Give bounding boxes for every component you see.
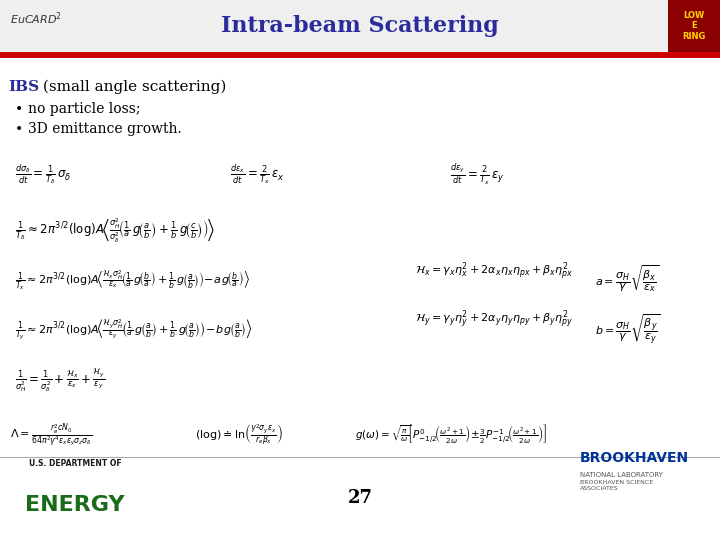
Text: $\Lambda = \frac{r_e^{2}cN_0}{64\pi^{2}\gamma^{4}\varepsilon_{x}\varepsilon_{y}\: $\Lambda = \frac{r_e^{2}cN_0}{64\pi^{2}\… (10, 422, 92, 448)
Text: (small angle scattering): (small angle scattering) (38, 80, 226, 94)
Text: $\frac{1}{T_{x}} \approx 2\pi^{3/2}(\log)A\!\left\langle\frac{\mathcal{H}_{x}\si: $\frac{1}{T_{x}} \approx 2\pi^{3/2}(\log… (15, 269, 250, 293)
Text: $\frac{1}{T_{y}} \approx 2\pi^{3/2}(\log)A\!\left\langle\frac{\mathcal{H}_{y}\si: $\frac{1}{T_{y}} \approx 2\pi^{3/2}(\log… (15, 317, 253, 342)
Text: IBS: IBS (8, 80, 39, 94)
Text: U.S. DEPARTMENT OF: U.S. DEPARTMENT OF (29, 459, 121, 468)
Text: $a = \dfrac{\sigma_{H}}{\gamma}\sqrt{\dfrac{\beta_{x}}{\varepsilon_{x}}}$: $a = \dfrac{\sigma_{H}}{\gamma}\sqrt{\df… (595, 264, 660, 295)
Text: $\frac{d\varepsilon_{x}}{dt} = \frac{2}{T_{x}}\,\varepsilon_{x}$: $\frac{d\varepsilon_{x}}{dt} = \frac{2}{… (230, 162, 284, 186)
Text: BROOKHAVEN SCIENCE: BROOKHAVEN SCIENCE (580, 480, 653, 485)
Text: Intra-beam Scattering: Intra-beam Scattering (221, 15, 499, 37)
Bar (0, 0, 720, 52)
Text: •: • (15, 122, 23, 136)
Text: 27: 27 (348, 489, 372, 507)
Text: NATIONAL LABORATORY: NATIONAL LABORATORY (580, 472, 663, 478)
Text: $g(\omega) = \sqrt{\frac{\pi}{\omega}}\!\left[P_{-1/2}^{0}\!\left(\frac{\omega^{: $g(\omega) = \sqrt{\frac{\pi}{\omega}}\!… (355, 422, 547, 445)
Bar (668, 0, 720, 52)
Text: EuCARD$^2$: EuCARD$^2$ (10, 10, 62, 26)
Text: $\frac{d\sigma_{\delta}}{dt} = \frac{1}{T_{\delta}}\,\sigma_{\delta}$: $\frac{d\sigma_{\delta}}{dt} = \frac{1}{… (15, 162, 71, 186)
Text: $b = \dfrac{\sigma_{H}}{\gamma}\sqrt{\dfrac{\beta_{y}}{\varepsilon_{y}}}$: $b = \dfrac{\sigma_{H}}{\gamma}\sqrt{\df… (595, 312, 661, 346)
Text: $\frac{d\varepsilon_{y}}{dt} = \frac{2}{T_{x}}\,\varepsilon_{y}$: $\frac{d\varepsilon_{y}}{dt} = \frac{2}{… (450, 162, 505, 187)
Text: LOW
E
RING: LOW E RING (683, 11, 706, 41)
Text: ENERGY: ENERGY (25, 495, 125, 515)
Text: $\frac{1}{\sigma_{H}^{2}} = \frac{1}{\sigma_{\delta}^{2}}+\frac{\mathcal{H}_{x}}: $\frac{1}{\sigma_{H}^{2}} = \frac{1}{\si… (15, 367, 105, 394)
Text: ASSOCIATES: ASSOCIATES (580, 486, 618, 491)
Text: 3D emittance growth.: 3D emittance growth. (28, 122, 181, 136)
Text: •: • (15, 102, 23, 116)
Bar (0, 52, 720, 58)
Text: no particle loss;: no particle loss; (28, 102, 140, 116)
Text: BROOKHAVEN: BROOKHAVEN (580, 451, 689, 465)
Text: $\mathcal{H}_{x} = \gamma_{x}\eta_{x}^{2}+2\alpha_{x}\eta_{x}\eta_{px}+\beta_{x}: $\mathcal{H}_{x} = \gamma_{x}\eta_{x}^{2… (415, 261, 573, 283)
Text: $(\log) \doteq \ln\!\left(\frac{\gamma^{2}\sigma_{y}\varepsilon_{x}}{r_e\beta_{x: $(\log) \doteq \ln\!\left(\frac{\gamma^{… (195, 422, 283, 447)
Text: $\mathcal{H}_{y} = \gamma_{y}\eta_{y}^{2}+2\alpha_{y}\eta_{y}\eta_{py}+\beta_{y}: $\mathcal{H}_{y} = \gamma_{y}\eta_{y}^{2… (415, 309, 573, 331)
Text: $\frac{1}{T_{\delta}} \approx 2\pi^{3/2}(\log)A\!\left\langle\frac{\sigma_{H}^{2: $\frac{1}{T_{\delta}} \approx 2\pi^{3/2}… (15, 217, 215, 245)
